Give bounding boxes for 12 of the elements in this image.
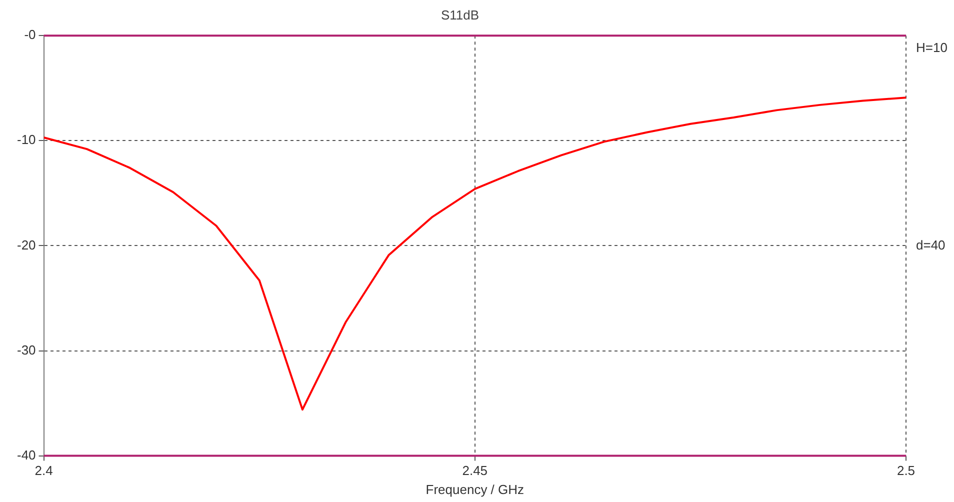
text: d=40 — [916, 237, 946, 252]
y-tick-label: -30 — [16, 342, 36, 358]
y-tick-label: -0 — [24, 27, 36, 42]
x-axis-title: Frequency / GHz — [426, 482, 524, 497]
text: H=10 — [916, 40, 948, 56]
x-tick-label: 2.4 — [34, 463, 53, 478]
chart-title: S11dB — [440, 7, 480, 22]
x-tick-label: 2.5 — [896, 463, 916, 478]
y-tick-label: -10 — [16, 132, 36, 148]
x-tick-label: 2.45 — [462, 463, 488, 478]
y-tick-label: -20 — [16, 237, 36, 252]
y-tick-label: -40 — [16, 447, 36, 462]
